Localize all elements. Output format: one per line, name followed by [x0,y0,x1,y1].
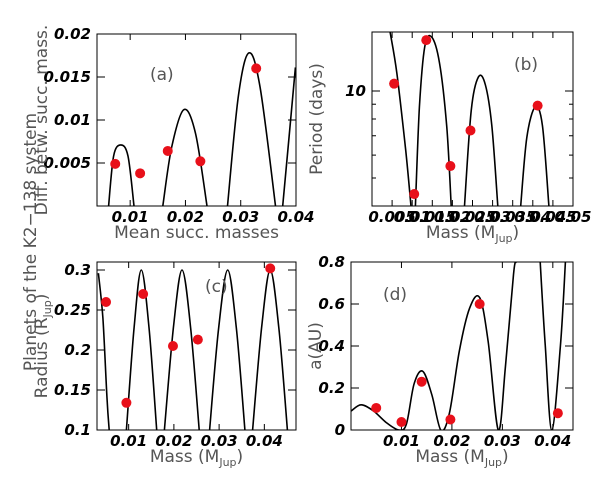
y-tick-label: 0.005 [44,154,91,172]
x-tick-label: 0.02 [434,208,471,226]
y-tick-label: 0.2 [64,341,91,359]
fit-curve [97,273,110,430]
y-tick-label: 0.1 [64,421,91,439]
y-tick-label: 0.02 [54,25,91,43]
x-tick-label: 0.04 [514,208,551,226]
panel-label: (b) [514,55,538,75]
x-tick-label: 0.02 [433,432,470,450]
figure-title: Planets of the K2−138 system [21,113,41,371]
panel-d: 0.01 0.02 0.03 0.04 0 0.2 0.4 0.6 0.8 (d) Mass (MJ… [306,253,574,469]
data-point [465,125,476,136]
y-axis-title: Radius (RJup) [32,294,54,399]
data-point [445,161,456,172]
data-point [162,145,173,156]
x-tick-label: 0.035 [489,208,536,226]
fit-curve [208,269,246,430]
fit-curve [163,269,200,430]
data-point [138,289,149,299]
data-point [396,417,407,428]
x-axis-title: Mean succ. masses [114,223,279,243]
x-tick-label: 0.01 [394,208,431,226]
data-point [532,100,543,111]
panel-label: (d) [383,285,407,305]
data-point [474,299,485,309]
x-tick-label: 0.04 [277,208,314,226]
y-axis-title: Period (days) [307,63,327,175]
x-tick-label: 0.03 [474,208,511,226]
x-axis-title: Mass (MJup) [415,447,508,469]
x-axis-title: Mass (MJup) [426,223,519,245]
fit-curve [519,105,550,206]
y-tick-label: 0.15 [54,381,91,399]
data-point [389,78,400,89]
data-point [445,414,456,425]
fit-curve [539,262,567,430]
x-tick-label: 0.025 [449,208,496,226]
x-tick-label: 0.04 [534,432,571,450]
x-tick-label: 0.03 [484,432,521,450]
fit-curve [351,262,517,430]
y-tick-label: 0.2 [318,379,345,397]
x-tick-label: 0.045 [529,208,576,226]
x-tick-label: 0.03 [201,432,238,450]
data-point [110,158,121,169]
y-tick-label: 0 [335,421,345,439]
y-axis-title: a(AU) [306,322,326,370]
fit-curve [251,269,289,430]
y-tick-label: 0.01 [54,111,91,129]
data-point [121,397,132,408]
fit-curve [389,32,412,206]
x-tick-label: 0.02 [167,208,204,226]
y-tick-label: 0.8 [318,253,345,271]
fit-curve [107,144,135,206]
data-point [167,341,178,351]
data-point [251,63,262,74]
panels: 0.01 0.02 0.03 0.040.0050.010.0150.02(a)Mea… [32,25,592,469]
fit-curve [463,74,499,206]
panel-label: (a) [150,65,174,85]
y-tick-label: 10 [345,82,366,100]
panel-label: (c) [205,277,228,297]
x-tick-label: 0.04 [246,432,283,450]
plot-frame [96,261,297,431]
fit-curve [281,67,296,206]
x-tick-label: 0.005 [368,208,415,226]
y-tick-label: 0.4 [318,337,345,355]
y-axis-title: Diff. betw. succ. mass. [32,25,52,216]
x-axis-title: Mass (MJup) [150,447,243,469]
x-tick-label: 0.01 [112,208,149,226]
data-point [195,156,206,167]
data-point [371,402,382,413]
plot-frame [96,33,297,207]
data-point [552,408,563,419]
fit-curve [414,34,452,206]
data-point [416,376,427,387]
y-tick-label: 0.6 [318,295,345,313]
panel-b: 0.0050.010.0150.020.0250.030.0350.040.04… [307,31,592,245]
fit-curve [226,52,277,206]
data-point [265,263,276,274]
data-point [135,168,146,179]
x-tick-label: 0.05 [554,208,591,226]
x-tick-label: 0.01 [110,432,147,450]
x-tick-label: 0.02 [155,432,192,450]
y-tick-label: 0.015 [44,68,91,86]
data-point [192,334,203,345]
y-tick-label: 0.3 [64,261,91,279]
x-tick-label: 0.01 [383,432,420,450]
data-point [101,297,112,307]
x-tick-label: 0.015 [409,208,456,226]
panel-a: 0.01 0.02 0.03 0.04 0.005 0.01 0.015 0.02 (a) Mea… [32,25,315,243]
data-point [409,189,420,200]
data-point [421,35,432,46]
y-tick-label: 0.25 [54,301,91,319]
panel-c: 0.01 0.02 0.03 0.04 0.1 0.15 0.2 0.25 0.3 (c) Mass… [32,261,297,469]
x-tick-label: 0.03 [222,208,259,226]
fit-curve [125,269,158,430]
